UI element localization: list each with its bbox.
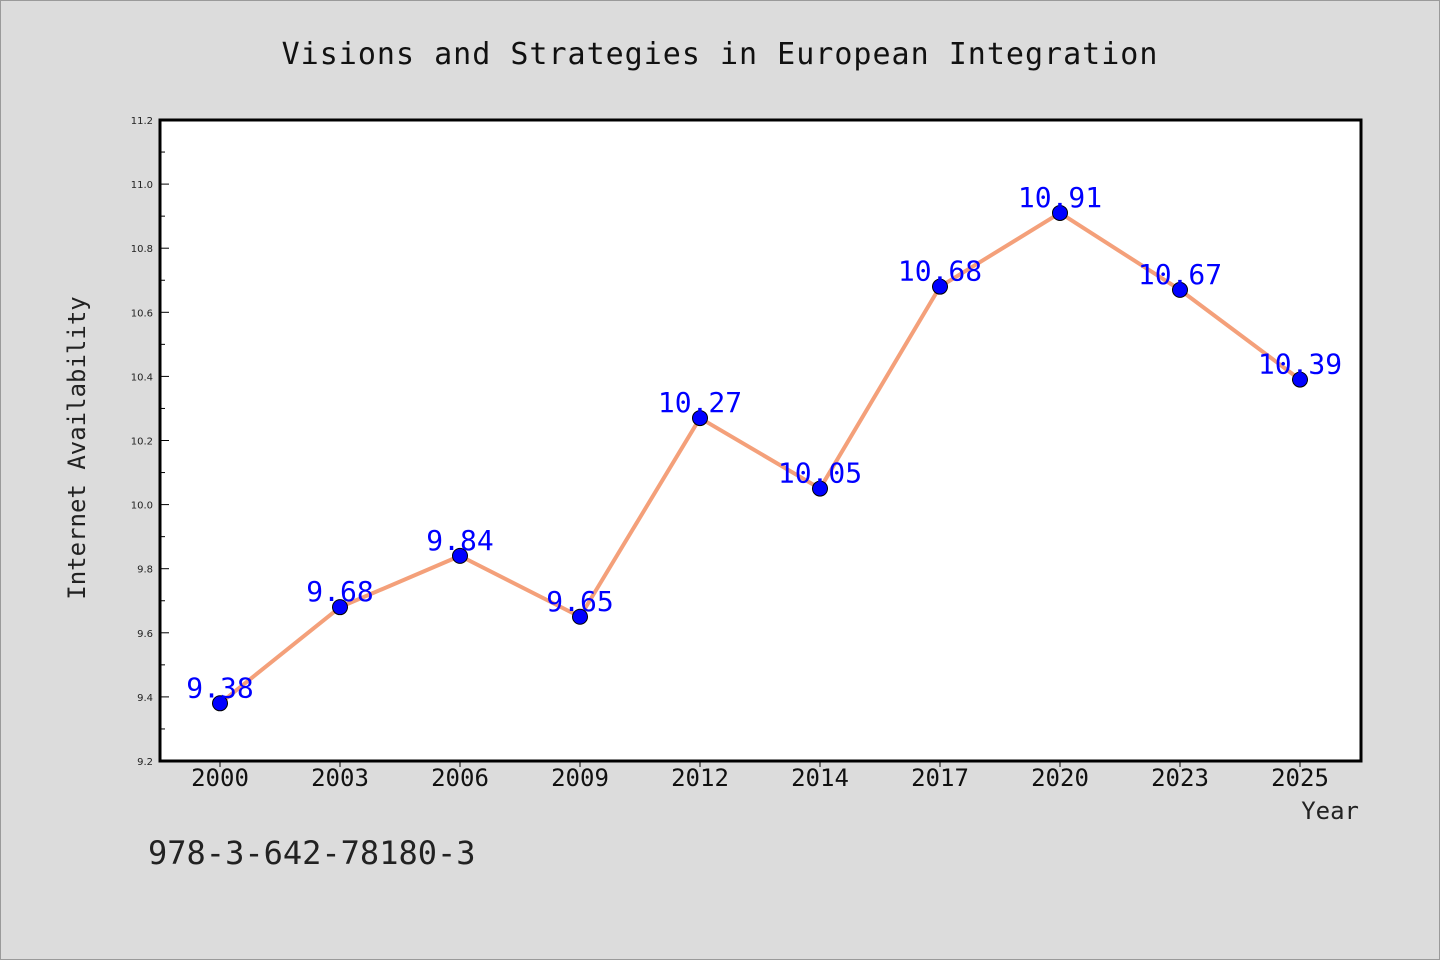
y-tick-label: 10.0 — [131, 501, 153, 512]
x-tick-label: 2014 — [791, 764, 849, 792]
x-axis: 2000 2003 2006 2009 2012 2014 2017 2020 2023 2025 — [191, 761, 1329, 792]
data-point — [1052, 204, 1068, 221]
data-label: 9.65 — [546, 585, 613, 618]
data-label: 9.84 — [426, 524, 493, 557]
y-tick-label: 10.6 — [131, 308, 153, 319]
data-label: 10.91 — [1018, 181, 1102, 214]
data-point — [932, 278, 948, 295]
x-axis-label: Year — [1301, 797, 1359, 825]
data-point — [572, 608, 588, 625]
data-label: 10.05 — [778, 457, 862, 490]
x-tick-label: 2023 — [1151, 764, 1209, 792]
data-label: 10.67 — [1138, 258, 1222, 291]
x-tick-label: 2025 — [1271, 764, 1329, 792]
data-point — [332, 599, 348, 616]
y-tick-label: 10.2 — [131, 437, 153, 448]
y-tick-label: 11.2 — [131, 116, 153, 127]
y-tick-label: 9.2 — [137, 757, 153, 768]
y-tick-label: 9.4 — [137, 693, 153, 704]
data-label: 9.68 — [306, 575, 373, 608]
x-tick-label: 2009 — [551, 764, 609, 792]
y-tick-label: 11.0 — [131, 180, 153, 191]
chart-title: Visions and Strategies in European Integ… — [282, 37, 1159, 72]
series-layer: 9.38 9.68 9.84 9.65 10.27 10.05 10.68 10.91 10.6… — [186, 181, 1342, 712]
x-tick-label: 2020 — [1031, 764, 1089, 792]
x-tick-label: 2012 — [671, 764, 729, 792]
plot-area — [158, 118, 1363, 763]
data-point — [1292, 371, 1308, 388]
y-tick-label: 10.8 — [131, 244, 153, 255]
y-axis-label: Internet Availability — [63, 296, 91, 599]
isbn-annotation: 978-3-642-78180-3 — [148, 834, 476, 872]
x-tick-label: 2006 — [431, 764, 489, 792]
x-tick-label: 2017 — [911, 764, 969, 792]
x-tick-label: 2003 — [311, 764, 369, 792]
y-tick-label: 9.6 — [137, 629, 153, 640]
data-label: 10.27 — [658, 386, 742, 419]
data-label: 10.68 — [898, 255, 982, 288]
data-point — [212, 695, 228, 712]
data-label: 9.38 — [186, 671, 253, 704]
y-tick-label: 9.8 — [137, 565, 153, 576]
y-tick-label: 10.4 — [131, 372, 153, 383]
y-axis: 9.2 9.4 9.6 9.8 10.0 10.2 10.4 10.6 10.8 11.0 11.2 — [131, 116, 169, 768]
data-label: 10.39 — [1258, 348, 1342, 381]
x-tick-label: 2000 — [191, 764, 249, 792]
data-point — [452, 547, 468, 564]
series-line — [218, 210, 1302, 705]
data-point — [692, 410, 708, 427]
data-point — [1172, 281, 1188, 298]
data-point — [812, 480, 828, 497]
